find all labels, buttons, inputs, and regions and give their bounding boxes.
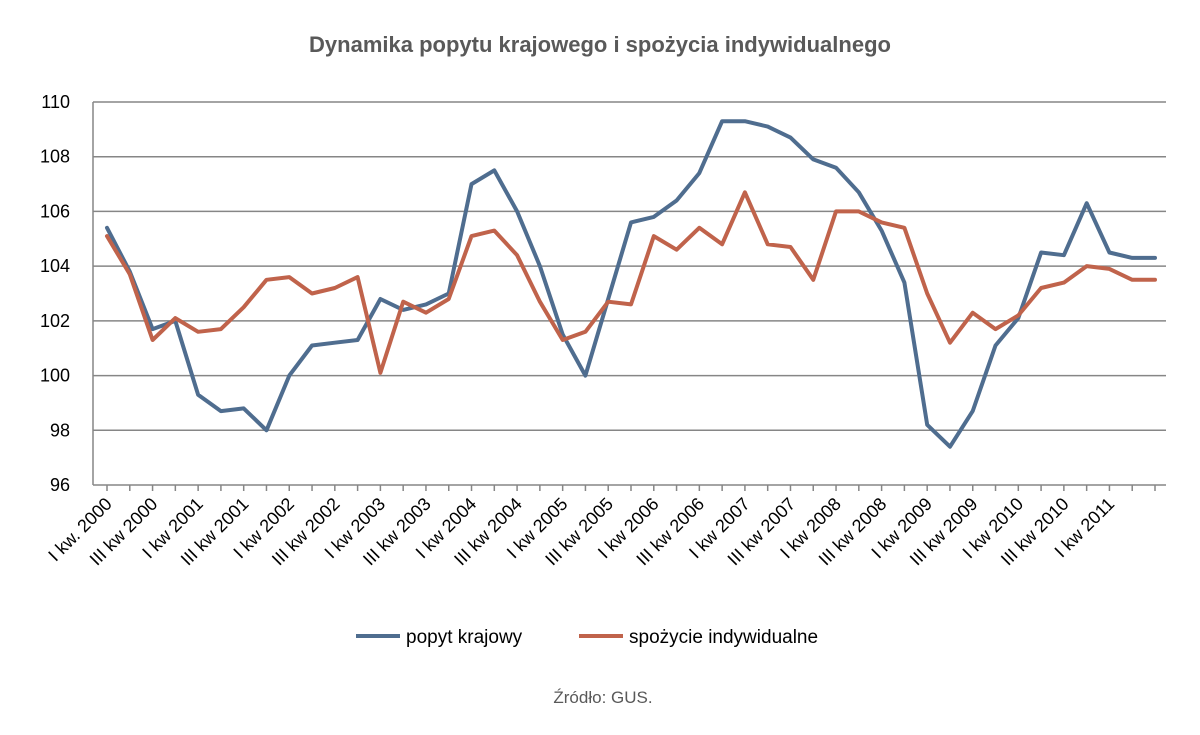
y-tick-label: 96 xyxy=(50,475,70,495)
series-line-1 xyxy=(105,190,1157,375)
y-tick-label: 110 xyxy=(41,92,70,112)
y-tick-label: 98 xyxy=(50,420,70,440)
y-tick-label: 102 xyxy=(40,311,70,331)
series-lines xyxy=(105,119,1157,449)
chart-title: Dynamika popytu krajowego i spożycia ind… xyxy=(309,32,891,57)
y-tick-label: 108 xyxy=(40,147,70,167)
source-note: Źródło: GUS. xyxy=(553,688,652,707)
y-tick-label: 106 xyxy=(40,201,70,221)
y-axis-ticks: 96 98 100 102 104 106 108 110 xyxy=(40,92,70,495)
y-tick-label: 100 xyxy=(40,366,70,386)
legend-label-0: popyt krajowy xyxy=(406,627,523,648)
grid xyxy=(92,101,1166,486)
y-tick-label: 104 xyxy=(40,256,70,276)
legend-label-1: spożycie indywidualne xyxy=(629,627,818,648)
series-line-0 xyxy=(105,119,1157,449)
legend: popyt krajowy spożycie indywidualne xyxy=(356,627,818,648)
